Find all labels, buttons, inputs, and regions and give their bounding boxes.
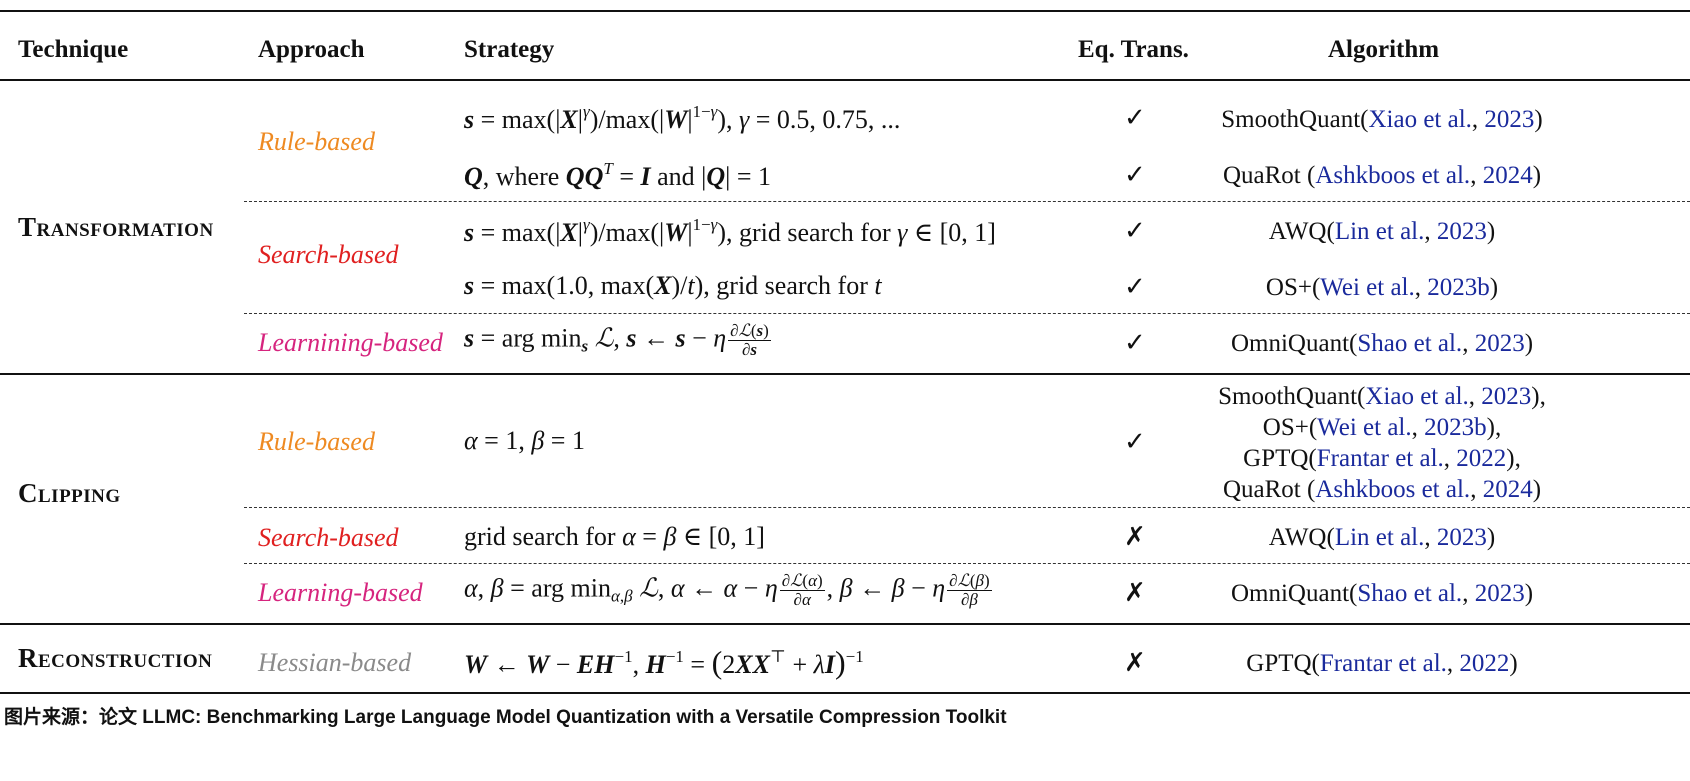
technique-reconstruction: RECONSTRUCTION (18, 643, 213, 673)
citation-year-link[interactable]: 2023 (1481, 383, 1532, 410)
citation-link[interactable]: Xiao et al. (1368, 106, 1472, 133)
dashed-separator (244, 313, 1690, 314)
dashed-separator (244, 507, 1690, 508)
clipping-bottom-rule (0, 623, 1690, 625)
approach-search-based: Search-based (258, 523, 399, 552)
citation-year-link[interactable]: 2024 (1482, 162, 1533, 189)
approach-learning-based: Learning-based (258, 578, 423, 607)
header-approach: Approach (258, 36, 365, 63)
algorithm-cell: OmniQuant(Shao et al., 2023) (1230, 330, 1534, 357)
header-algorithm: Algorithm (1328, 36, 1440, 63)
citation-link[interactable]: Frantar et al. (1316, 445, 1444, 472)
strategy-formula-osplus: s = max(1.0, max(X)/t), grid search for … (464, 271, 882, 300)
strategy-formula-clip-learn: α, β = arg minα,β ℒ, α ← α − η ∂ℒ(α) ∂α, β… (464, 571, 992, 609)
citation-year-link[interactable]: 2024 (1482, 476, 1533, 503)
cross-mark: ✗ (1124, 578, 1146, 608)
citation-link[interactable]: Lin et al. (1334, 218, 1425, 245)
citation-year-link[interactable]: 2023 (1436, 524, 1487, 551)
approach-rule-based: Rule-based (258, 127, 375, 156)
citation-year-link[interactable]: 2023 (1474, 330, 1525, 357)
dashed-separator (244, 563, 1690, 564)
algorithm-cell: OmniQuant(Shao et al., 2023) (1230, 580, 1534, 607)
citation-year-link[interactable]: 2022 (1456, 445, 1507, 472)
cross-mark: ✗ (1124, 648, 1146, 678)
citation-link[interactable]: Ashkboos et al. (1315, 162, 1471, 189)
strategy-formula-smoothquant: s = max(|X|γ)/max(|W|1−γ), γ = 0.5, 0.75… (464, 102, 901, 134)
citation-link[interactable]: Shao et al. (1357, 330, 1463, 357)
check-mark: ✓ (1124, 216, 1146, 246)
check-mark: ✓ (1124, 272, 1146, 302)
strategy-formula-awq: s = max(|X|γ)/max(|W|1−γ), grid search f… (464, 215, 996, 247)
algorithm-cell: QuaRot (Ashkboos et al., 2024) (1222, 162, 1542, 189)
citation-link[interactable]: Lin et al. (1334, 524, 1425, 551)
approach-learning-based: Learnining-based (258, 328, 443, 357)
check-mark: ✓ (1124, 160, 1146, 190)
citation-year-link[interactable]: 2023 (1484, 106, 1535, 133)
algorithm-cell: SmoothQuant(Xiao et al., 2023) (1221, 106, 1543, 133)
transformation-bottom-rule (0, 373, 1690, 375)
header-eq-trans: Eq. Trans. (1078, 36, 1189, 63)
approach-rule-based: Rule-based (258, 427, 375, 456)
strategy-formula-clip-search: grid search for α = β ∈ [0, 1] (464, 522, 765, 551)
header-rule (0, 79, 1690, 81)
check-mark: ✓ (1124, 427, 1146, 457)
technique-transformation: TRANSFORMATION (18, 212, 214, 242)
citation-year-link[interactable]: 2023b (1427, 274, 1490, 301)
algorithm-cell: GPTQ(Frantar et al., 2022) (1246, 650, 1518, 677)
technique-clipping: CLIPPING (18, 478, 121, 508)
bottom-rule (0, 692, 1690, 694)
citation-link[interactable]: Shao et al. (1357, 580, 1463, 607)
algorithm-cell: OS+(Wei et al., 2023b) (1265, 274, 1499, 301)
strategy-formula-gptq: W ← W − EH−1, H−1 = (2XX⊤ + λI)−1 (464, 644, 864, 680)
algorithm-cell-multi: SmoothQuant(Xiao et al., 2023), OS+(Wei … (1218, 383, 1546, 503)
citation-year-link[interactable]: 2022 (1459, 650, 1510, 677)
approach-search-based: Search-based (258, 240, 399, 269)
cross-mark: ✗ (1124, 522, 1146, 552)
dashed-separator (244, 201, 1690, 202)
citation-link[interactable]: Wei et al. (1317, 414, 1412, 441)
header-technique: Technique (18, 36, 129, 63)
approach-hessian-based: Hessian-based (258, 648, 412, 677)
header-strategy: Strategy (464, 36, 555, 63)
strategy-formula-clip-rule: α = 1, β = 1 (464, 426, 585, 455)
strategy-formula-omniquant: s = arg mins ℒ, s ← s − η ∂ℒ(s) ∂s (464, 321, 771, 359)
image-source-caption: 图片来源：论文 LLMC: Benchmarking Large Languag… (4, 707, 1007, 728)
check-mark: ✓ (1124, 328, 1146, 358)
top-rule (0, 10, 1690, 12)
strategy-formula-quarot: Q, where QQT = I and |Q| = 1 (464, 159, 772, 191)
citation-year-link[interactable]: 2023 (1474, 580, 1525, 607)
check-mark: ✓ (1124, 103, 1146, 133)
citation-link[interactable]: Xiao et al. (1365, 383, 1469, 410)
algorithm-cell: AWQ(Lin et al., 2023) (1268, 524, 1496, 551)
citation-year-link[interactable]: 2023b (1424, 414, 1487, 441)
citation-link[interactable]: Frantar et al. (1319, 650, 1447, 677)
algorithm-cell: AWQ(Lin et al., 2023) (1268, 218, 1496, 245)
citation-link[interactable]: Ashkboos et al. (1315, 476, 1471, 503)
citation-year-link[interactable]: 2023 (1436, 218, 1487, 245)
citation-link[interactable]: Wei et al. (1320, 274, 1415, 301)
